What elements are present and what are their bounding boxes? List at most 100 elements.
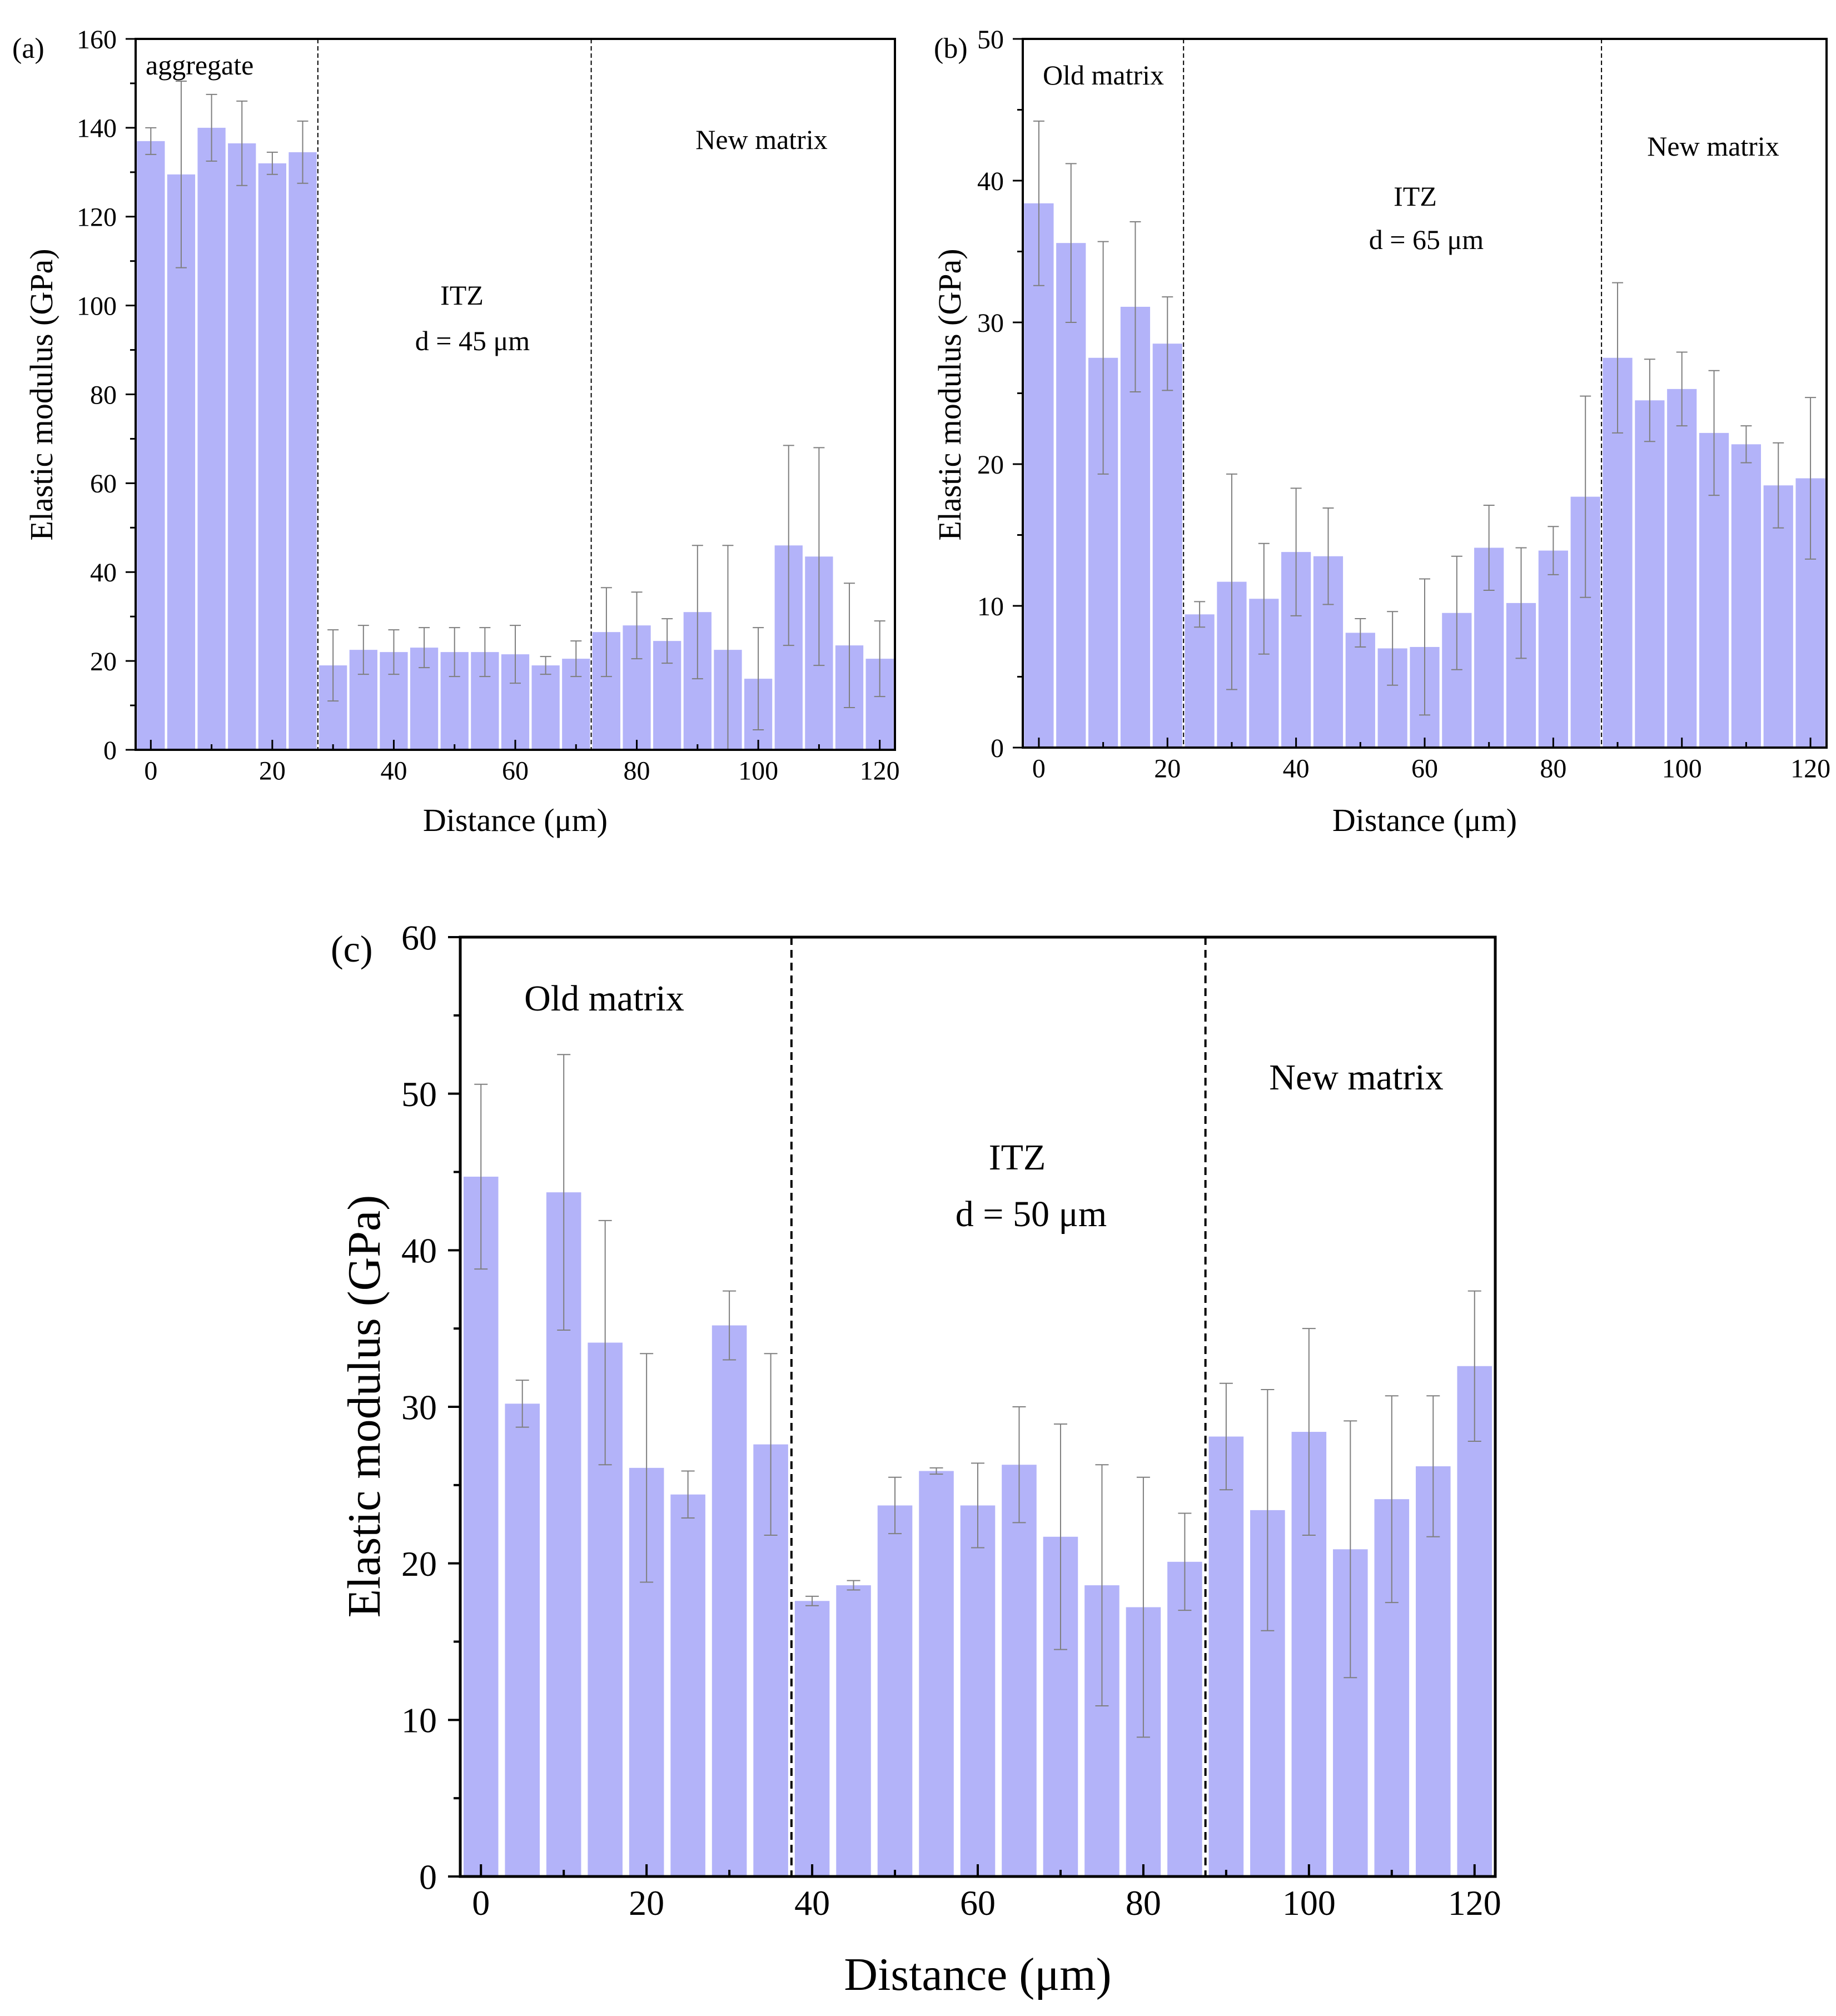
panel-a-x-tick-label: 120 (860, 756, 900, 786)
panel-c-x-tick-label: 0 (472, 1883, 490, 1923)
panel-a-x-tick-label: 60 (502, 756, 529, 786)
panel-c-bar (463, 1176, 499, 1876)
panel-a-error-bar (419, 627, 430, 669)
panel-b-x-tick-label: 0 (1032, 754, 1046, 784)
panel-a-x-tick-label: 100 (738, 756, 778, 786)
panel-c-error-bar (515, 1380, 529, 1428)
panel-a-bar (531, 665, 560, 750)
panel-a-dividers (317, 39, 592, 750)
panel-c-error-bar (1219, 1382, 1233, 1491)
panel-a-bar (258, 163, 287, 750)
panel-b-x-tick-label: 100 (1662, 754, 1702, 784)
panel-a-error-bar (357, 625, 369, 675)
panel-a-y-tick-label: 140 (77, 114, 117, 143)
panel-c-bar (1167, 1561, 1202, 1876)
panel-a-bar (288, 152, 317, 750)
panel-c-bar (1457, 1366, 1492, 1876)
panel-b-bar (1345, 633, 1375, 748)
panel-c-error-bar (1467, 1290, 1481, 1442)
panel-b-bars (1024, 120, 1825, 748)
panel-c-region-2-sublabel: d = 50 μm (956, 1194, 1107, 1235)
panel-b-x-tick-label: 80 (1540, 754, 1566, 784)
panel-a-y-tick-label: 60 (90, 469, 117, 499)
panel-a-error-bar (479, 627, 491, 678)
panel-c-error-bar (723, 1290, 737, 1361)
panel-a-error-bar (813, 447, 825, 666)
panel-a-x-axis-title: Distance (μm) (423, 802, 608, 838)
panel-b-x-tick-label: 40 (1283, 754, 1310, 784)
panel-c-x-tick-label: 80 (1126, 1883, 1161, 1923)
panel-c-x-tick-label: 100 (1282, 1883, 1336, 1923)
panel-b-error-bar (1773, 442, 1784, 529)
panel-c-bar (836, 1585, 871, 1876)
panel-c-error-bar (1136, 1476, 1150, 1738)
panel-a-error-bar (266, 151, 278, 175)
panel-a-y-tick-label: 20 (90, 647, 117, 676)
panel-b-chart: 0 20 40 60 80 100 120 0 10 20 30 40 50 (b) Distance … (932, 25, 1830, 838)
panel-a-error-bar (570, 640, 582, 678)
panel-c-error-bar (474, 1083, 488, 1270)
panel-c-error-bar (1095, 1464, 1109, 1706)
panel-c-error-bar (1053, 1423, 1067, 1650)
panel-c-error-bar (1302, 1328, 1316, 1536)
panel-b-x-tick-label: 60 (1411, 754, 1438, 784)
panel-a-y-tick-label: 80 (90, 380, 117, 410)
panel-c-error-bar (640, 1353, 654, 1583)
panel-a-error-bar (600, 587, 612, 678)
panel-b-x-axis-title: Distance (μm) (1332, 802, 1517, 838)
panel-c-error-bar (1426, 1395, 1440, 1537)
panel-a-error-bar (540, 656, 551, 675)
panel-a-error-bar (388, 629, 400, 675)
panel-c-error-bar (1178, 1512, 1192, 1611)
panel-a-y-tick-label: 0 (103, 736, 117, 765)
panel-a-y-tick-label: 160 (77, 25, 117, 54)
panel-c-bar (919, 1471, 954, 1876)
panel-c-region-2-label: ITZ (989, 1137, 1046, 1178)
panel-a-error-bar (691, 545, 703, 680)
panel-c-y-tick-label: 20 (401, 1544, 437, 1584)
panel-b-y-tick-label: 30 (977, 308, 1004, 338)
panel-c-y-tick-label: 40 (401, 1231, 437, 1271)
panel-a-error-bar (661, 618, 673, 664)
panel-b-error-bar (1805, 397, 1817, 560)
panel-b-y-axis-title: Elastic modulus (GPa) (932, 248, 968, 540)
panel-b-bar (1667, 389, 1697, 748)
panel-b-error-bar (1644, 359, 1655, 442)
panel-b-bar (1763, 485, 1793, 748)
panel-b-error-bar (1515, 547, 1527, 659)
panel-b-y-tick-label: 10 (977, 592, 1004, 621)
panel-a-region-2-label: ITZ (440, 280, 484, 311)
panel-c-region-1-label: Old matrix (524, 978, 684, 1019)
panel-a-label: (a) (12, 33, 44, 64)
panel-a-y-tick-label: 100 (77, 291, 117, 321)
panel-b-x-tick-label: 20 (1154, 754, 1181, 784)
panel-a-region-2-sublabel: d = 45 μm (415, 325, 530, 356)
panel-b-ticks: 0 20 40 60 80 100 120 0 10 20 30 40 50 (977, 25, 1830, 784)
panel-c-error-bar (598, 1219, 612, 1466)
panel-b-error-bar (1612, 282, 1624, 434)
panel-c-y-tick-label: 0 (419, 1857, 437, 1896)
panel-a-error-bar (145, 127, 157, 155)
panel-c-x-axis-title: Distance (μm) (844, 1949, 1111, 2000)
panel-c-dividers (790, 937, 1207, 1876)
panel-c-y-tick-label: 30 (401, 1387, 437, 1427)
panel-c-error-bar (1385, 1395, 1399, 1604)
panel-b-error-bar (1290, 487, 1302, 616)
panel-c-y-axis-title: Elastic modulus (GPa) (339, 1195, 390, 1618)
panel-b-error-bar (1258, 542, 1270, 655)
panel-c-error-bar (764, 1353, 778, 1536)
panel-b-bar (1152, 344, 1182, 748)
panel-a-error-bar (297, 120, 309, 184)
panel-c-ticks: 0 20 40 60 80 100 120 0 10 20 30 40 50 60 (401, 918, 1501, 1922)
panel-a-error-bar (753, 627, 764, 731)
panel-b-bar (1635, 400, 1665, 748)
panel-c-x-tick-label: 40 (794, 1883, 830, 1923)
panel-b-x-tick-label: 120 (1790, 754, 1830, 784)
panel-b-label: (b) (934, 33, 968, 64)
panel-b-region-2-label: ITZ (1394, 181, 1437, 212)
panel-b-error-bar (1708, 370, 1720, 496)
panel-c-chart: 0 20 40 60 80 100 120 0 10 20 30 40 50 60 (c) Distanc… (331, 918, 1501, 2000)
panel-c-bar (794, 1601, 830, 1876)
panel-a-x-tick-label: 40 (380, 756, 407, 786)
panel-c-error-bar (1261, 1389, 1275, 1631)
